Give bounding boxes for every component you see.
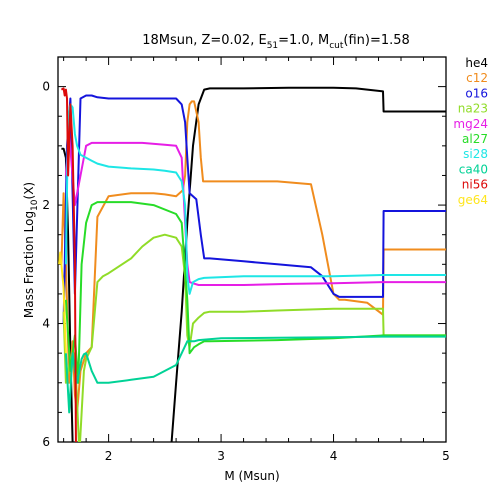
series-line-si28 [64,103,446,295]
series-line-c12 [60,100,446,414]
series-line-al27 [64,201,446,384]
chart-title: 18Msun, Z=0.02, E51=1.0, Mcut(fin)=1.58 [142,33,410,51]
y-tick-label: 2 [42,198,50,212]
x-axis-label: M (Msun) [224,469,279,483]
series-line-ni56 [60,87,77,442]
x-tick-label: 5 [442,449,450,463]
legend-entry-na23: na23 [458,102,488,116]
legend-entry-ni56: ni56 [462,178,488,192]
x-tick-label: 2 [105,449,113,463]
y-axis-label: Mass Fraction Log10(X) [22,182,40,318]
x-tick-label: 4 [330,449,338,463]
y-axis-ticks: 0 2 4 6 [42,56,446,449]
series-line-na23 [62,233,446,442]
y-tick-label: 0 [42,80,50,94]
x-axis-ticks: 2 3 4 5 [63,57,450,463]
series-line-ge64 [58,251,67,354]
legend-entry-mg24: mg24 [453,117,488,131]
series-line-o16 [62,94,446,324]
x-tick-label: 3 [217,449,225,463]
y-tick-label: 6 [42,435,50,449]
legend-entry-ca40: ca40 [459,162,488,176]
series-line-ca40 [64,335,446,414]
legend-entry-o16: o16 [465,86,488,100]
series-lines [58,86,446,442]
legend-entry-he4: he4 [465,56,488,70]
y-tick-label: 4 [42,317,50,331]
legend-entry-c12: c12 [466,71,488,85]
legend-entry-si28: si28 [463,147,488,161]
legend-entry-al27: al27 [462,132,488,146]
legend-entry-ge64: ge64 [458,193,488,207]
series-line-mg24 [64,133,446,286]
series-line-he4 [61,86,446,442]
